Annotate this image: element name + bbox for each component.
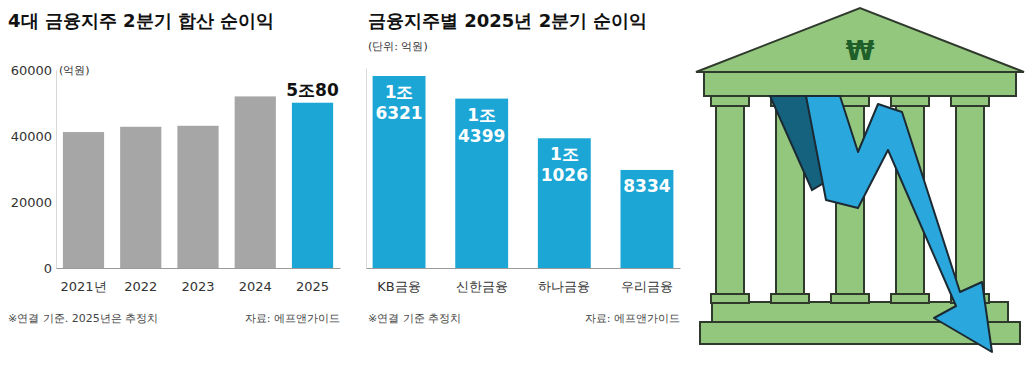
data-label-line: 4399 bbox=[458, 126, 505, 146]
note: ※연결 기준. 2025년은 추정치 bbox=[8, 312, 158, 325]
bank-frieze bbox=[704, 72, 1016, 96]
data-label-line: 6321 bbox=[375, 103, 422, 123]
bank-column-cap bbox=[711, 96, 749, 106]
bars bbox=[373, 76, 674, 268]
y-axis-line bbox=[366, 69, 367, 269]
y-tick-label: 0 bbox=[44, 261, 52, 276]
x-tick: 우리금융 bbox=[621, 268, 673, 294]
bank-symbol: ₩ bbox=[846, 36, 875, 66]
source: 자료: 에프앤가이드 bbox=[245, 312, 340, 325]
x-tick-label: 2021년 bbox=[60, 279, 106, 294]
x-tick-label: 2022 bbox=[124, 279, 157, 294]
x-tick: KB금융 bbox=[377, 268, 420, 294]
x-axis-line bbox=[367, 268, 681, 269]
x-tick: 2023 bbox=[181, 268, 214, 294]
chart-title: 금융지주별 2025년 2분기 순이익 bbox=[368, 10, 647, 31]
data-label: 1조4399 bbox=[458, 105, 505, 146]
bank-column bbox=[716, 104, 744, 302]
data-label-line: 5조80 bbox=[286, 80, 339, 100]
bar bbox=[292, 103, 333, 268]
x-tick: 2021년 bbox=[60, 268, 106, 294]
bar bbox=[235, 96, 276, 268]
y-axis: 0 20000 40000 60000 bbox=[11, 63, 57, 276]
y-tick-label: 20000 bbox=[11, 195, 52, 210]
y-axis-line bbox=[56, 71, 57, 269]
x-tick-label: 2025 bbox=[296, 279, 329, 294]
note: ※연결 기준 추정치 bbox=[368, 312, 461, 325]
bar bbox=[63, 132, 104, 268]
chart-title: 4대 금융지주 2분기 합산 순이익 bbox=[8, 10, 274, 31]
x-tick: 하나금융 bbox=[538, 268, 590, 294]
bank-illustration: ₩ bbox=[696, 8, 1024, 352]
bank-roof bbox=[696, 8, 1024, 72]
x-axis: 2021년 2022 2023 2024 2025 bbox=[57, 268, 341, 294]
bank-column-foot bbox=[771, 294, 809, 303]
y-tick: 20000 bbox=[11, 195, 56, 210]
x-tick-label: 우리금융 bbox=[621, 279, 673, 294]
data-label: 1조1026 bbox=[541, 144, 588, 185]
data-label-line: 1조 bbox=[550, 144, 579, 164]
y-tick-label: 40000 bbox=[11, 129, 52, 144]
bar bbox=[455, 99, 508, 268]
y-tick: 60000 bbox=[11, 63, 56, 78]
x-tick: 2024 bbox=[239, 268, 272, 294]
y-tick: 40000 bbox=[11, 129, 56, 144]
data-label: 5조80 bbox=[286, 80, 339, 100]
bank-column-cap bbox=[891, 96, 929, 106]
x-tick: 신한금융 bbox=[456, 268, 508, 294]
bank-column bbox=[956, 104, 984, 302]
arrow-body bbox=[806, 96, 992, 352]
x-axis: KB금융 신한금융 하나금융 우리금융 bbox=[367, 268, 681, 294]
bank-column-foot bbox=[831, 294, 869, 303]
bank-column-foot bbox=[891, 294, 929, 303]
data-label-line: 1조 bbox=[467, 105, 496, 125]
bar bbox=[538, 138, 591, 268]
chart-subtitle: (단위: 억원) bbox=[368, 40, 428, 53]
data-label-line: 8334 bbox=[623, 176, 670, 196]
bar bbox=[373, 76, 426, 268]
bar bbox=[120, 127, 161, 268]
x-tick-label: 2024 bbox=[239, 279, 272, 294]
source: 자료: 에프앤가이드 bbox=[585, 312, 680, 325]
bank-column-foot bbox=[711, 294, 749, 303]
y-axis bbox=[366, 69, 367, 269]
x-tick-label: 신한금융 bbox=[456, 279, 508, 294]
figure: 4대 금융지주 2분기 합산 순이익 0 20000 40000 60000 (억원) 20… bbox=[0, 0, 1036, 382]
data-label: 1조6321 bbox=[375, 82, 422, 123]
bar bbox=[621, 170, 674, 268]
chart-1: 금융지주별 2025년 2분기 순이익 (단위: 억원) KB금융 신한금융 하나금융 우… bbox=[367, 10, 681, 325]
chart-0: 4대 금융지주 2분기 합산 순이익 0 20000 40000 60000 (억원) 20… bbox=[8, 10, 341, 325]
x-tick: 2025 bbox=[296, 268, 329, 294]
data-labels: 1조63211조43991조10268334 bbox=[375, 82, 670, 196]
data-label: 8334 bbox=[623, 176, 670, 196]
bars bbox=[63, 96, 333, 268]
x-axis-line bbox=[57, 268, 341, 269]
bar bbox=[177, 126, 218, 268]
y-axis-title: (억원) bbox=[59, 64, 90, 77]
data-label-line: 1조 bbox=[385, 82, 414, 102]
y-tick-label: 60000 bbox=[11, 63, 52, 78]
x-tick-label: KB금융 bbox=[377, 279, 420, 294]
data-label-line: 1026 bbox=[541, 165, 588, 185]
x-tick: 2022 bbox=[124, 268, 157, 294]
y-tick: 0 bbox=[44, 261, 56, 276]
data-labels: 5조80 bbox=[286, 80, 339, 100]
x-tick-label: 하나금융 bbox=[538, 279, 590, 294]
bank-column-cap bbox=[951, 96, 989, 106]
x-tick-label: 2023 bbox=[181, 279, 214, 294]
